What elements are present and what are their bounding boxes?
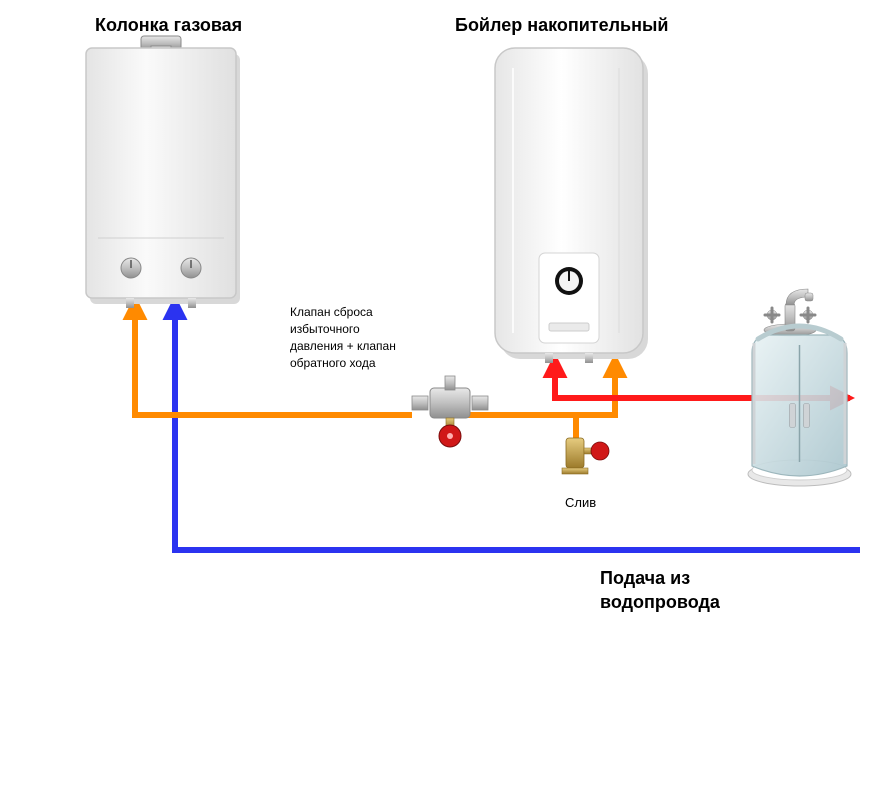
valve-caption-2: избыточного bbox=[290, 322, 360, 337]
valve-caption-4: обратного хода bbox=[290, 356, 376, 371]
drain-label: Слив bbox=[565, 495, 596, 511]
relief-valve-icon bbox=[412, 376, 488, 447]
valve-caption-1: Клапан сброса bbox=[290, 305, 373, 320]
boiler-title: Бойлер накопительный bbox=[455, 15, 668, 37]
gas-heater-icon bbox=[86, 36, 240, 308]
storage-boiler-icon bbox=[495, 48, 648, 363]
diagram-canvas bbox=[0, 0, 879, 800]
supply-label-1: Подача из bbox=[600, 568, 690, 590]
valve-caption-3: давления + клапан bbox=[290, 339, 396, 354]
drain-valve-icon bbox=[562, 438, 609, 474]
shower-cabin-icon bbox=[748, 326, 851, 486]
supply-label-2: водопровода bbox=[600, 592, 720, 614]
gas-heater-title: Колонка газовая bbox=[95, 15, 242, 37]
